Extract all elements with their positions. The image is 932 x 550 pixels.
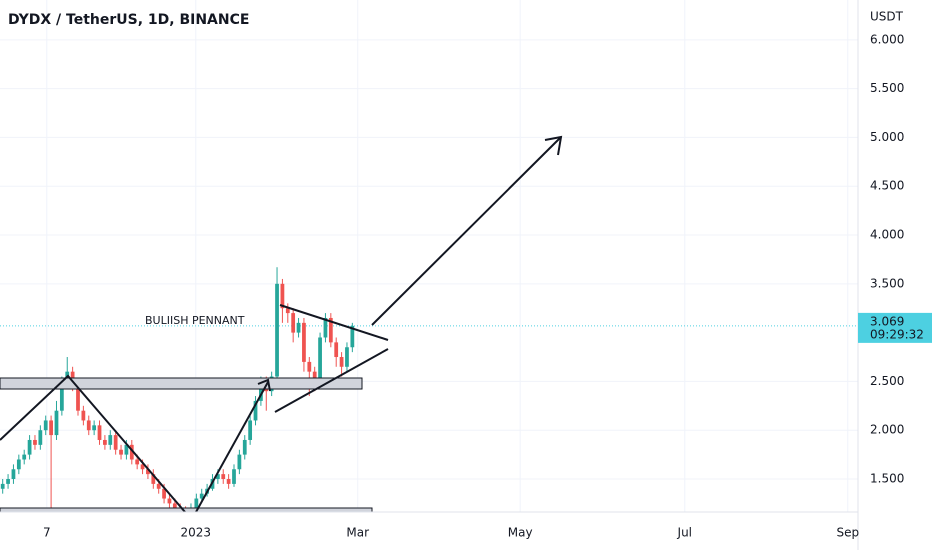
candle-body — [253, 400, 258, 421]
countdown-label: 09:29:32 — [870, 327, 924, 341]
pennant-upper — [279, 304, 389, 341]
m-pattern — [0, 374, 186, 513]
candle-body — [103, 439, 107, 445]
candle-body — [215, 474, 220, 480]
candle-body — [345, 347, 349, 367]
y-tick-label: 5.000 — [870, 130, 904, 144]
target-arrow — [371, 136, 562, 326]
y-tick-label: 6.000 — [870, 32, 904, 46]
candle-body — [167, 498, 172, 504]
candle-body — [76, 386, 80, 411]
candle-body — [350, 325, 355, 348]
support-zone — [0, 377, 363, 390]
candle-body — [6, 479, 10, 484]
rally-arrowhead — [257, 378, 271, 392]
price-label: 3.069 — [870, 314, 904, 328]
candle-body — [86, 420, 91, 431]
x-tick-label: Sep — [836, 526, 859, 540]
axes: 1.500 2.000 2.500 3.500 4.000 4.500 5.000 5.500… — [43, 32, 932, 540]
x-tick-label: Mar — [346, 526, 369, 540]
candle-body — [129, 444, 134, 460]
candle-body — [339, 357, 344, 367]
y-tick-label: 4.000 — [870, 228, 904, 242]
candle-body — [146, 469, 150, 475]
pennant-lower — [274, 348, 389, 413]
candle-body — [242, 439, 247, 455]
candle-body — [328, 317, 333, 343]
candle-body — [11, 469, 16, 480]
y-tick-label: 2.000 — [870, 423, 904, 437]
candle-body — [119, 449, 123, 455]
price-axis-panel — [858, 0, 932, 550]
candle-body — [302, 322, 306, 362]
candle-body — [135, 459, 140, 465]
candle-body — [162, 488, 166, 499]
y-tick-label: 4.500 — [870, 179, 904, 193]
candle-body — [156, 483, 161, 489]
candle-body — [280, 283, 285, 309]
candle-body — [59, 381, 64, 411]
candle-body — [226, 479, 231, 484]
candle-body — [307, 361, 312, 372]
candle-body — [27, 439, 32, 455]
candle-body — [81, 410, 86, 421]
y-tick-label: 3.500 — [870, 276, 904, 290]
candle-body — [108, 435, 113, 445]
candle-body — [323, 317, 328, 338]
candle-body — [237, 454, 242, 470]
candles — [0, 267, 355, 512]
candle-body — [38, 430, 43, 445]
x-tick-label: 7 — [43, 526, 51, 540]
y-tick-label: 1.500 — [870, 472, 904, 486]
candle-body — [275, 283, 279, 377]
candle-body — [97, 425, 102, 440]
x-tick-label: Jul — [677, 526, 692, 540]
price-label-box — [858, 312, 932, 343]
candle-body — [221, 474, 226, 480]
y-tick-label: 2.500 — [870, 374, 904, 388]
candle-body — [318, 337, 322, 382]
candle-body — [151, 474, 156, 484]
chart-title: DYDX / TetherUS, 1D, BINANCE — [8, 12, 249, 28]
candle-body — [0, 483, 5, 489]
x-tick-label: May — [508, 526, 533, 540]
candle-body — [334, 342, 339, 358]
drawings: BULIISH PENNANT — [0, 135, 563, 515]
candle-body — [33, 439, 37, 445]
candle-body — [16, 459, 21, 470]
candle-body — [140, 464, 145, 470]
grid — [0, 0, 858, 512]
candle-body — [22, 454, 27, 460]
y-axis-label: USDT — [870, 10, 904, 24]
y-tick-label: 5.500 — [870, 81, 904, 95]
candle-body — [291, 313, 296, 333]
candle-body — [92, 425, 97, 431]
candle-body — [124, 444, 129, 455]
candle-body — [199, 493, 204, 499]
x-tick-label: 2023 — [181, 526, 212, 540]
candle-body — [54, 410, 59, 436]
candle-body — [113, 435, 118, 450]
candle-body — [248, 420, 253, 440]
rally-line — [195, 381, 269, 513]
time-axis-panel — [0, 512, 858, 550]
candle-body — [285, 308, 290, 314]
candle-body — [172, 503, 177, 509]
candle-body — [296, 322, 301, 333]
annotation: BULIISH PENNANT — [145, 314, 245, 327]
candle-body — [259, 381, 263, 401]
candle-body — [43, 420, 48, 431]
candle-body — [49, 420, 53, 436]
candle-body — [232, 469, 236, 484]
target-arrowhead — [544, 135, 563, 156]
candle-body — [312, 371, 317, 382]
candle-body — [194, 498, 199, 509]
